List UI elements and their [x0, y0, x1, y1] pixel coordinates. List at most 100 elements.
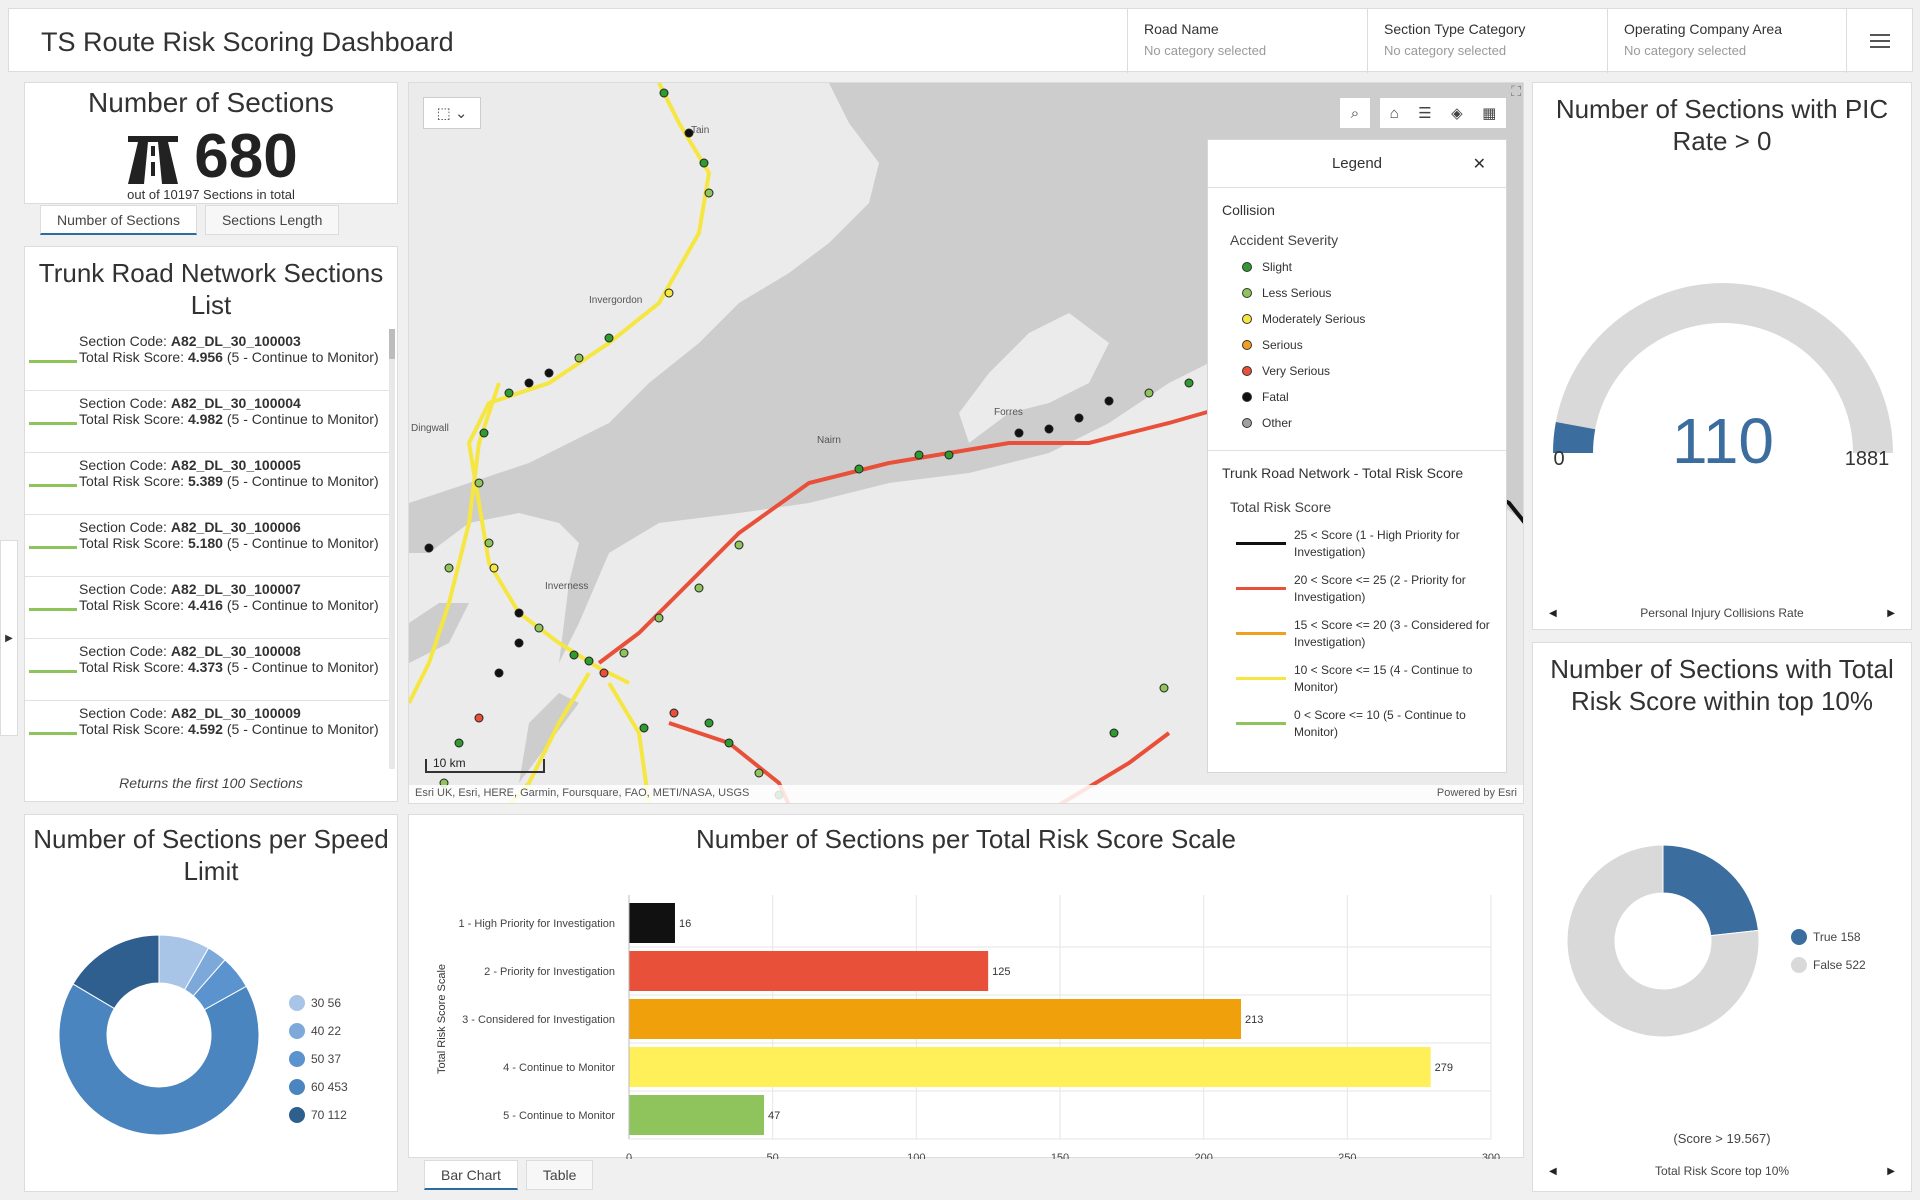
powered-by-text[interactable]: Powered by Esri — [1436, 787, 1517, 799]
top10-nav: ◀ Total Risk Score top 10% ▶ — [1533, 1157, 1911, 1185]
risk-score: 4.416 — [187, 597, 223, 613]
bar-value-label: 47 — [768, 1110, 780, 1122]
map-widget-toolbar: ⌂ ☰ ◈ ▦ — [1379, 97, 1507, 129]
top10-slice[interactable] — [1566, 844, 1760, 1038]
bar[interactable] — [629, 1095, 765, 1135]
map-scale-bar: 10 km — [425, 757, 545, 773]
list-item[interactable]: Section Code: A82_DL_30_100005 Total Ris… — [25, 453, 389, 515]
map-view[interactable]: Tain Invergordon Dingwall Nairn Forres I… — [408, 82, 1524, 804]
chevron-left-icon[interactable]: ◀ — [1549, 607, 1557, 619]
x-tick-label: 100 — [907, 1152, 925, 1159]
risk-line-symbol — [29, 670, 77, 673]
gauge-chart: 110 0 1881 — [1553, 283, 1893, 477]
severity-dot-icon — [1242, 314, 1252, 324]
x-tick-label: 200 — [1194, 1152, 1212, 1159]
risk-score: 4.592 — [187, 721, 223, 737]
gauge-track — [1553, 283, 1893, 453]
bar[interactable] — [629, 951, 989, 991]
bar-value-label: 16 — [679, 918, 691, 930]
place-label: Invergordon — [589, 295, 642, 306]
filter-label: Section Type Category — [1384, 21, 1526, 37]
legend-layer-title: Trunk Road Network - Total Risk Score — [1222, 465, 1464, 481]
map-search-button[interactable]: ⌕ — [1339, 97, 1371, 129]
severity-dot-icon — [1242, 340, 1252, 350]
section-type-filter[interactable]: Section Type Category No category select… — [1367, 9, 1607, 73]
close-icon[interactable]: ✕ — [1472, 156, 1486, 173]
place-label: Inverness — [545, 581, 588, 592]
list-item[interactable]: Section Code: A82_DL_30_100007 Total Ris… — [25, 577, 389, 639]
legend-icon[interactable]: ☰ — [1418, 105, 1432, 122]
place-label: Nairn — [817, 435, 841, 446]
sections-count-value: 680 — [194, 122, 298, 191]
tab-number-of-sections[interactable]: Number of Sections — [40, 205, 197, 235]
section-code-line: Section Code: A82_DL_30_100008 — [79, 643, 389, 659]
place-label: Forres — [994, 407, 1023, 418]
legend-header: Legend ✕ — [1208, 140, 1506, 188]
section-code-line: Section Code: A82_DL_30_100006 — [79, 519, 389, 535]
layers-icon[interactable]: ◈ — [1451, 105, 1463, 122]
bar-chart-tabs: Bar Chart Table — [424, 1160, 594, 1190]
legend-severity-item: Less Serious — [1222, 280, 1492, 306]
legend-title: Legend — [1331, 155, 1383, 172]
fullscreen-icon[interactable]: ⛶ — [1511, 83, 1521, 99]
basemap-icon[interactable]: ▦ — [1482, 105, 1497, 122]
section-code-label: Section Code: — [79, 705, 171, 721]
risk-line-symbol — [29, 360, 77, 363]
list-item[interactable]: Section Code: A82_DL_30_100003 Total Ris… — [25, 329, 389, 391]
road-name-filter[interactable]: Road Name No category selected — [1127, 9, 1367, 73]
x-tick-label: 50 — [767, 1152, 779, 1159]
score-line-symbol — [1236, 677, 1286, 680]
risk-score-line: Total Risk Score: 5.180 (5 - Continue to… — [79, 535, 389, 551]
chevron-right-icon[interactable]: ▶ — [1887, 607, 1895, 619]
legend-score-item: 0 < Score <= 10 (5 - Continue to Monitor… — [1222, 701, 1492, 746]
risk-scale-chart-panel: Number of Sections per Total Risk Score … — [408, 814, 1524, 1159]
list-item[interactable]: Section Code: A82_DL_30_100008 Total Ris… — [25, 639, 389, 701]
score-class-label: 25 < Score (1 - High Priority for Invest… — [1294, 527, 1460, 559]
speed-limit-panel: Number of Sections per Speed Limit 30 56… — [24, 814, 398, 1192]
severity-label: Very Serious — [1262, 364, 1331, 378]
speed-slice[interactable] — [72, 934, 160, 1010]
filter-value: No category selected — [1384, 43, 1507, 58]
bar[interactable] — [629, 903, 675, 943]
menu-button[interactable] — [1846, 9, 1912, 73]
sections-list-title: Trunk Road Network Sections List — [38, 258, 384, 320]
list-scrollbar[interactable] — [389, 329, 395, 769]
filter-value: No category selected — [1624, 43, 1747, 58]
severity-dot-icon — [1242, 366, 1252, 376]
severity-dot-icon — [1242, 418, 1252, 428]
top10-slice[interactable] — [1662, 844, 1759, 937]
risk-score-line: Total Risk Score: 4.592 (5 - Continue to… — [79, 721, 389, 737]
legend-severity-item: Other — [1222, 410, 1492, 436]
chevron-right-icon[interactable]: ▶ — [1887, 1165, 1895, 1177]
attribution-text: Esri UK, Esri, HERE, Garmin, Foursquare,… — [415, 787, 750, 799]
side-panel-toggle[interactable]: ▶ — [0, 540, 18, 736]
severity-list: Slight Less Serious Moderately Serious Seri… — [1222, 254, 1492, 436]
tab-table[interactable]: Table — [525, 1160, 594, 1190]
risk-scale-bar-chart: 0 50 100 150 200 250 300 1 - High Priority for … — [436, 895, 1500, 1159]
operating-company-filter[interactable]: Operating Company Area No category selec… — [1607, 9, 1847, 73]
bar-chart-title: Number of Sections per Total Risk Score … — [696, 824, 1236, 854]
list-item[interactable]: Section Code: A82_DL_30_100009 Total Ris… — [25, 701, 389, 761]
list-item[interactable]: Section Code: A82_DL_30_100004 Total Ris… — [25, 391, 389, 453]
home-icon[interactable]: ⌂ — [1389, 104, 1399, 122]
select-tool-button[interactable]: ⬚ ⌄ — [423, 97, 481, 129]
chevron-left-icon[interactable]: ◀ — [1549, 1165, 1557, 1177]
speed-legend-swatch — [289, 1051, 305, 1067]
risk-score: 4.956 — [187, 349, 223, 365]
legend-collision-section: Collision Accident Severity Slight Less S… — [1208, 202, 1506, 436]
tab-bar-chart[interactable]: Bar Chart — [424, 1160, 518, 1190]
bar[interactable] — [629, 999, 1242, 1039]
bar[interactable] — [629, 1047, 1431, 1087]
tab-sections-length[interactable]: Sections Length — [204, 205, 340, 235]
section-code-line: Section Code: A82_DL_30_100003 — [79, 333, 389, 349]
risk-class: (5 - Continue to Monitor) — [222, 473, 379, 489]
speed-slice[interactable] — [58, 983, 260, 1136]
section-code: A82_DL_30_100005 — [170, 457, 301, 473]
x-tick-label: 300 — [1482, 1152, 1500, 1159]
list-item[interactable]: Section Code: A82_DL_30_100006 Total Ris… — [25, 515, 389, 577]
gauge-min: 0 — [1553, 448, 1564, 470]
legend-severity-item: Serious — [1222, 332, 1492, 358]
legend-field-title: Accident Severity — [1230, 232, 1339, 248]
score-class-label: 0 < Score <= 10 (5 - Continue to Monitor… — [1294, 707, 1466, 739]
scrollbar-thumb[interactable] — [389, 329, 395, 359]
